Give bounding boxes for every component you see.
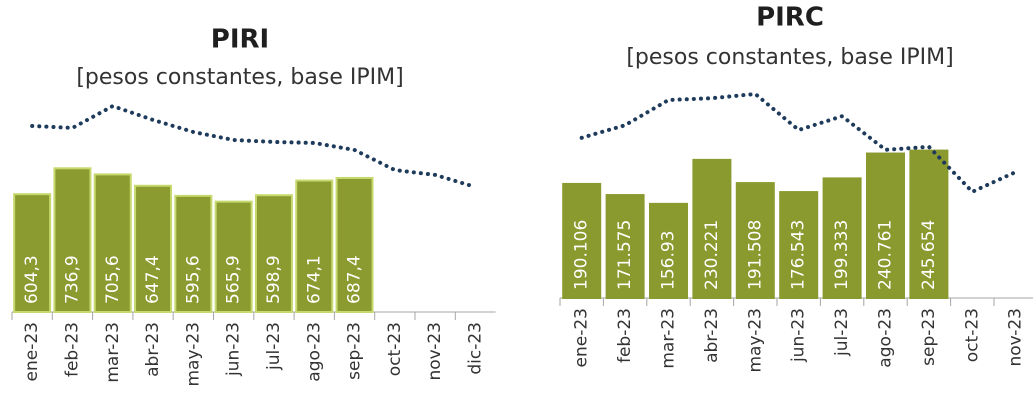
value-label: 674,1 (304, 255, 324, 304)
x-tick-label: jun-23 (224, 322, 244, 377)
bar (174, 194, 213, 313)
value-label: 199.333 (832, 220, 852, 290)
bar (735, 182, 775, 299)
bar (214, 200, 253, 314)
bar (335, 176, 374, 313)
bar (779, 191, 819, 299)
trend-line (30, 104, 478, 190)
x-tick-label: nov-23 (425, 322, 445, 381)
value-label: 604,3 (22, 255, 42, 304)
value-label: 176.543 (789, 220, 809, 290)
value-label: 171.575 (615, 220, 635, 290)
bar (13, 193, 52, 313)
x-tick-label: abr-23 (702, 308, 722, 363)
x-tick-label: oct-23 (962, 308, 982, 362)
bar (605, 194, 645, 299)
chart-subtitle: [pesos constantes, base IPIM] (76, 65, 403, 90)
x-tick-label: jul-23 (264, 322, 284, 371)
x-tick-label: sep-23 (919, 308, 939, 366)
x-tick-label: mar-23 (659, 308, 679, 369)
bar (822, 177, 862, 300)
chart-title: PIRI (211, 25, 269, 55)
bar (649, 202, 688, 299)
value-label: 687,4 (345, 255, 365, 304)
x-tick-label: feb-23 (615, 308, 635, 363)
x-tick-label: may-23 (183, 322, 203, 387)
bar (562, 182, 602, 299)
x-tick-label: sep-23 (345, 322, 365, 380)
x-tick-label: ene-23 (22, 322, 42, 381)
value-label: 156.93 (659, 231, 679, 290)
bar (909, 149, 949, 299)
bar (53, 167, 92, 313)
value-label: 647,4 (143, 255, 163, 304)
x-tick-label: may-23 (745, 308, 765, 373)
bar (295, 179, 334, 313)
value-label: 245.654 (919, 220, 939, 290)
value-label: 705,6 (103, 255, 123, 304)
value-label: 190.106 (572, 220, 592, 290)
x-tick-label: mar-23 (103, 322, 123, 383)
value-label: 598,9 (264, 255, 284, 304)
value-label: 595,6 (183, 255, 203, 304)
value-label: 565,9 (224, 255, 244, 304)
x-tick-label: feb-23 (62, 322, 82, 377)
x-tick-label: abr-23 (143, 322, 163, 377)
trend-line (579, 92, 1018, 194)
x-tick-label: oct-23 (385, 322, 405, 376)
value-label: 191.508 (745, 220, 765, 290)
x-tick-label: jul-23 (832, 308, 852, 357)
bar (134, 184, 173, 313)
x-tick-label: dic-23 (465, 322, 485, 375)
bar (254, 194, 293, 313)
value-label: 230.221 (702, 220, 722, 290)
value-label: 240.761 (876, 220, 896, 290)
x-tick-label: ene-23 (572, 308, 592, 367)
bar (866, 152, 905, 299)
chart-title: PIRC (756, 3, 824, 33)
chart-subtitle: [pesos constantes, base IPIM] (626, 45, 953, 70)
x-tick-label: ago-23 (876, 308, 896, 368)
x-tick-label: ago-23 (304, 322, 324, 382)
x-tick-label: nov-23 (1006, 308, 1026, 367)
bar (692, 158, 732, 299)
x-tick-label: jun-23 (789, 308, 809, 363)
bar (93, 173, 132, 313)
value-label: 736,9 (62, 255, 82, 304)
